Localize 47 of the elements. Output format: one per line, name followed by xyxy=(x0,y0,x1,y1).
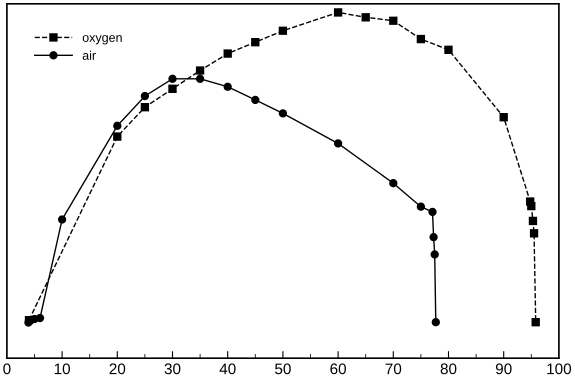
point xyxy=(500,113,508,122)
legend-label: air xyxy=(82,50,96,60)
point xyxy=(196,66,204,75)
x-tick-label: 20 xyxy=(110,363,126,374)
x-tick-label: 0 xyxy=(3,363,11,374)
point xyxy=(140,102,150,112)
point xyxy=(168,74,177,83)
point xyxy=(528,216,538,226)
legend-label: oxygen xyxy=(82,35,122,44)
x-tick-label: 40 xyxy=(220,363,236,374)
point xyxy=(532,318,540,326)
point xyxy=(113,132,122,141)
point xyxy=(113,122,122,130)
point xyxy=(389,16,398,25)
point xyxy=(334,139,342,148)
point xyxy=(428,208,437,216)
x-tick-label: 30 xyxy=(164,363,180,374)
point xyxy=(430,250,439,259)
x-tick-label: 70 xyxy=(386,363,402,374)
point xyxy=(251,96,260,104)
x-tick-label: 90 xyxy=(496,363,512,374)
x-tick-label: 10 xyxy=(54,363,70,374)
point xyxy=(196,74,204,83)
x-tick-label: 80 xyxy=(440,363,456,374)
point xyxy=(168,84,177,94)
x-tick-label: 50 xyxy=(275,363,291,374)
point xyxy=(36,314,44,322)
point xyxy=(58,215,66,224)
point xyxy=(416,202,426,211)
point xyxy=(278,109,288,118)
point xyxy=(416,34,426,44)
x-tick-label: 100 xyxy=(547,363,572,374)
point xyxy=(530,229,538,238)
point xyxy=(251,38,260,46)
point xyxy=(429,232,438,242)
point xyxy=(527,202,536,210)
point xyxy=(224,82,232,91)
point xyxy=(362,13,370,22)
x-tick-label: 60 xyxy=(330,363,346,374)
point xyxy=(278,26,288,35)
point xyxy=(334,8,342,17)
point xyxy=(224,49,232,58)
point xyxy=(140,92,150,100)
point xyxy=(432,318,440,326)
point xyxy=(389,179,398,188)
point xyxy=(24,316,34,324)
point xyxy=(444,46,453,54)
